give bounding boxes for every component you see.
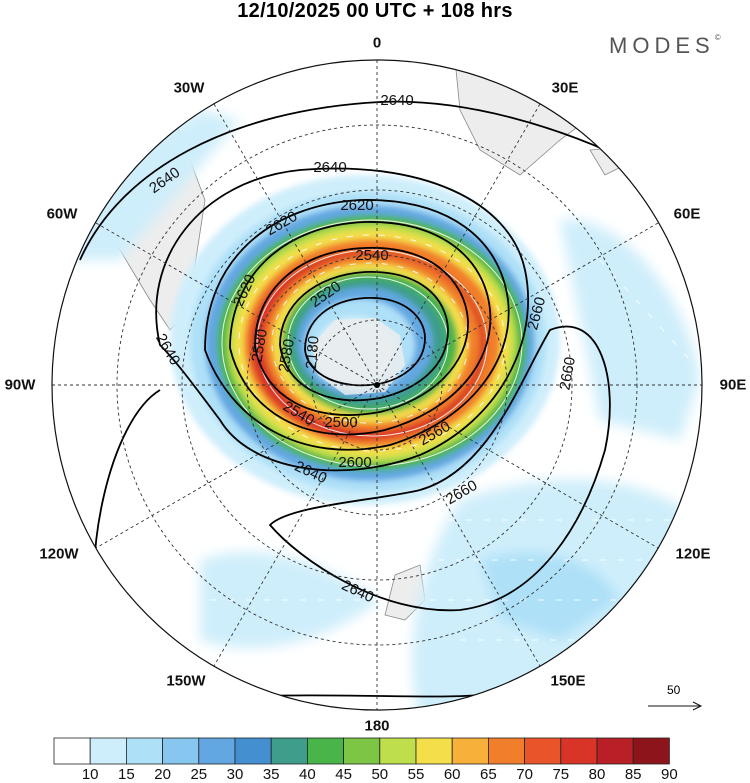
colorbar-swatch [306,737,344,765]
colorbar-swatch [89,737,127,765]
colorbar-label: 15 [118,766,135,783]
contour-label: 2180 [302,335,323,370]
reference-vector [648,701,703,711]
colorbar-swatch [451,737,489,765]
contour-2620 [204,199,510,451]
contour-label: 2600 [338,454,372,471]
colorbar-label: 60 [443,766,461,783]
colorbar-label: 30 [226,766,244,783]
south-pole-marker [374,382,380,388]
colorbar-swatch [632,737,670,765]
colorbar-label: 80 [588,766,606,783]
colorbar-label: 10 [81,766,99,783]
colorbar-label: 25 [190,766,208,783]
lon-label-0: 0 [372,34,382,52]
colorbar-swatch [162,737,200,765]
brand-logo: MODES© [609,33,721,58]
colorbar-swatch [379,737,417,765]
lon-label-180: 180 [364,717,390,735]
colorbar-label: 75 [552,766,570,783]
colorbar-swatch [53,737,91,765]
colorbar-label: 45 [335,766,352,783]
colorbar-swatch [487,737,525,765]
lon-label-90w: 90W [4,376,36,394]
lon-label-150e: 150E [550,672,586,690]
colorbar [53,737,670,765]
lon-label-120w: 120W [39,545,79,563]
colorbar-label: 65 [480,766,497,783]
lon-label-150w: 150W [166,672,206,690]
colorbar-swatch [234,737,272,765]
lon-label-60e: 60E [673,205,701,223]
colorbar-swatch [415,737,453,765]
colorbar-swatch [270,737,308,765]
colorbar-label: 40 [299,766,316,783]
colorbar-label: 70 [516,766,533,783]
colorbar-swatch [343,737,381,765]
lon-label-90e: 90E [719,376,747,394]
colorbar-label: 90 [661,766,678,783]
lon-label-60w: 60W [46,205,78,223]
lon-label-120e: 120E [675,545,711,563]
colorbar-label: 50 [371,766,389,783]
contour-2640-inner [155,167,529,472]
colorbar-swatch [198,737,236,765]
map-title: 12/10/2025 00 UTC + 108 hrs [237,0,513,22]
colorbar-swatch [524,737,562,765]
colorbar-swatch [596,737,634,765]
contour-label: 2640 [380,92,414,109]
lon-label-30w: 30W [173,79,205,97]
colorbar-swatch [560,737,598,765]
map-boundary [51,59,703,711]
contour-2640-outer [79,100,611,261]
contour-label: 2500 [324,414,358,431]
contour-2660 [268,325,611,612]
colorbar-label: 35 [262,766,280,783]
colorbar-label: 55 [407,766,425,783]
colorbar-label: 85 [624,766,642,783]
contour-label: 2540 [355,247,389,264]
reference-vector-label: 50 [667,683,681,697]
colorbar-swatch [126,737,164,765]
lon-label-30e: 30E [551,79,579,97]
contour-label: 2620 [340,197,374,214]
colorbar-label: 20 [154,766,171,783]
contour-label: 2640 [313,159,347,176]
